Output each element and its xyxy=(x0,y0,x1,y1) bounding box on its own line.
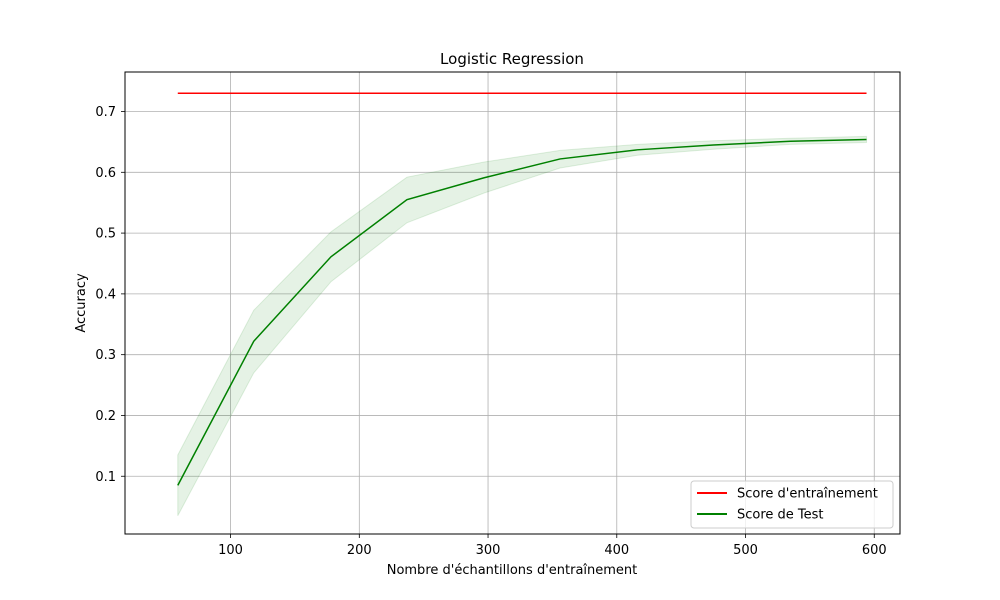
legend-label-training: Score d'entraînement xyxy=(737,487,878,502)
x-tick-label: 100 xyxy=(218,543,243,558)
x-axis-ticks: 100 200 300 400 500 600 xyxy=(218,534,887,558)
plot-area-frame xyxy=(124,71,901,535)
y-tick-label: 0.1 xyxy=(95,470,116,485)
confidence-band-test xyxy=(177,135,868,516)
y-tick-label: 0.3 xyxy=(95,348,116,363)
y-tick-label: 0.5 xyxy=(95,227,116,242)
chart-title: Logistic Regression xyxy=(440,50,584,68)
series-line-test xyxy=(177,138,867,486)
y-axis-ticks: 0.1 0.2 0.3 0.4 0.5 0.6 0.7 xyxy=(95,105,125,485)
legend-box xyxy=(690,480,894,529)
x-axis-label: Nombre d'échantillons d'entraînement xyxy=(387,563,638,578)
x-tick-label: 600 xyxy=(862,543,887,558)
legend: Score d'entraînement Score de Test xyxy=(690,480,894,529)
legend-label-test: Score de Test xyxy=(737,508,824,523)
series-lines-layer xyxy=(177,92,867,486)
grid-lines xyxy=(125,72,900,534)
x-tick-label: 400 xyxy=(604,543,629,558)
y-axis-label: Accuracy xyxy=(74,273,89,333)
x-tick-label: 200 xyxy=(347,543,372,558)
y-tick-label: 0.4 xyxy=(95,287,116,302)
confidence-band-layer xyxy=(177,135,868,516)
y-tick-label: 0.7 xyxy=(95,105,116,120)
x-tick-label: 500 xyxy=(733,543,758,558)
y-tick-label: 0.2 xyxy=(95,409,116,424)
y-tick-label: 0.6 xyxy=(95,166,116,181)
x-tick-label: 300 xyxy=(476,543,501,558)
